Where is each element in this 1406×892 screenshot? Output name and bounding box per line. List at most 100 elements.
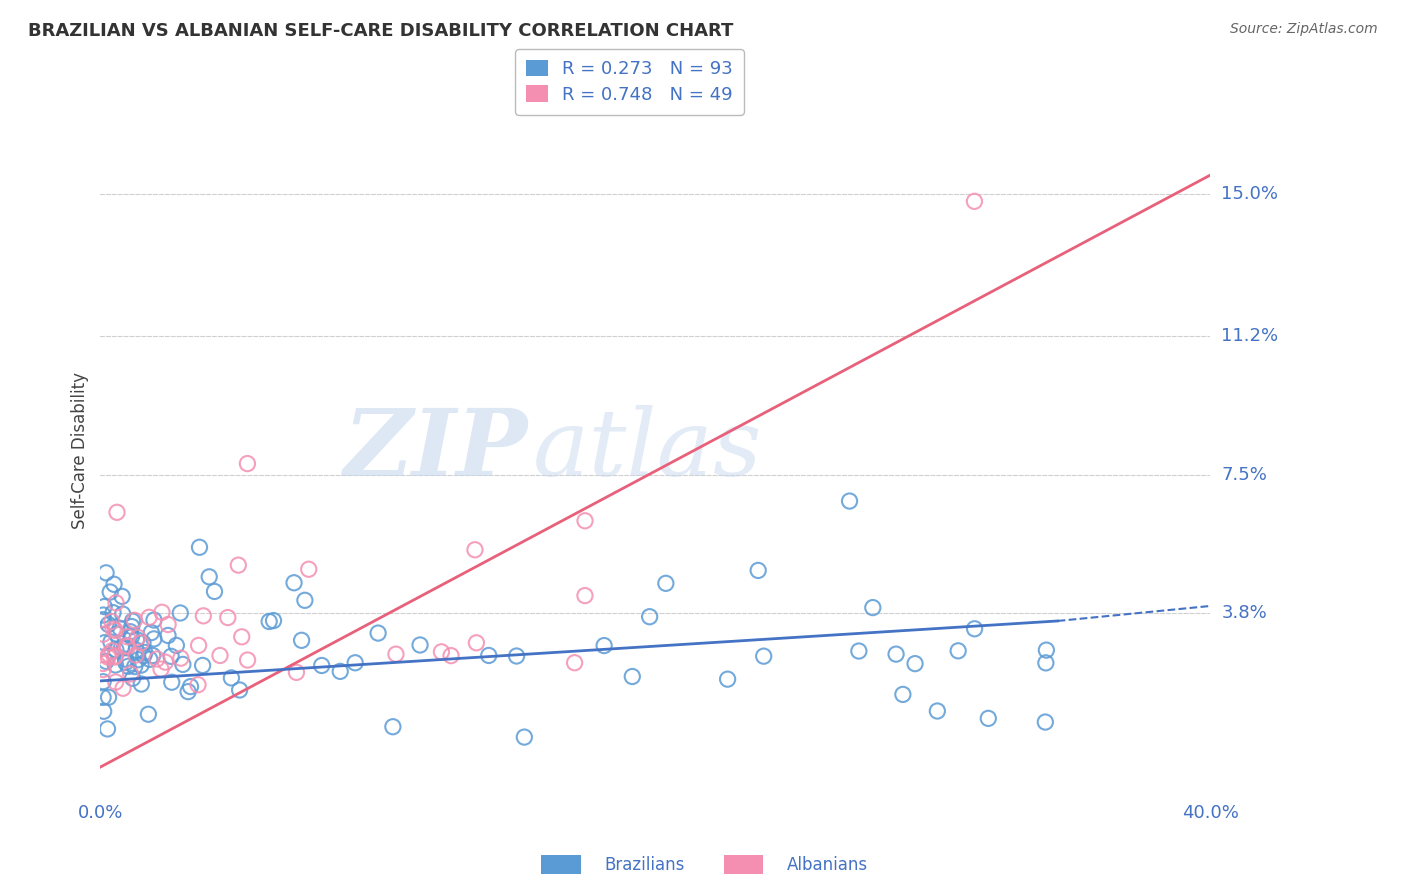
Point — [187, 639, 209, 653]
Point — [170, 651, 193, 665]
Point — [848, 644, 870, 658]
Point — [111, 590, 134, 604]
Point — [208, 648, 231, 663]
Point — [124, 659, 146, 673]
Point — [104, 675, 127, 690]
Point — [141, 625, 163, 640]
Point — [93, 599, 115, 614]
Point — [105, 596, 128, 610]
Point — [752, 649, 775, 664]
Point — [94, 654, 117, 668]
Point — [114, 640, 136, 655]
Point — [143, 613, 166, 627]
Text: 0.0%: 0.0% — [77, 804, 124, 822]
Point — [91, 690, 114, 705]
Point — [1035, 643, 1057, 657]
Point — [103, 650, 125, 665]
Point — [100, 635, 122, 649]
Point — [157, 628, 180, 642]
Point — [117, 630, 139, 644]
Point — [655, 576, 678, 591]
Point — [838, 494, 860, 508]
Point — [91, 663, 114, 677]
Point — [125, 648, 148, 662]
Point — [891, 687, 914, 701]
Point — [621, 669, 644, 683]
Point — [165, 639, 187, 653]
Point — [904, 657, 927, 671]
Point — [115, 639, 138, 653]
Point — [142, 648, 165, 663]
Point — [104, 642, 127, 657]
Point — [191, 658, 214, 673]
Point — [593, 639, 616, 653]
Point — [103, 577, 125, 591]
Point — [505, 648, 527, 663]
Point — [385, 647, 408, 661]
Point — [638, 609, 661, 624]
Point — [564, 656, 586, 670]
Point — [160, 675, 183, 690]
Point — [97, 650, 120, 665]
Point — [91, 613, 114, 627]
Text: 7.5%: 7.5% — [1222, 466, 1267, 483]
Point — [169, 606, 191, 620]
Point — [963, 194, 986, 209]
Point — [440, 648, 463, 663]
Point — [160, 649, 183, 664]
Point — [294, 593, 316, 607]
Point — [513, 730, 536, 744]
Point — [101, 622, 124, 636]
Point — [150, 662, 173, 676]
Point — [104, 648, 127, 663]
Point — [98, 585, 121, 599]
Point — [177, 684, 200, 698]
Y-axis label: Self-Care Disability: Self-Care Disability — [72, 372, 89, 529]
Point — [127, 631, 149, 645]
Point — [104, 658, 127, 673]
Point — [231, 630, 253, 644]
Point — [105, 627, 128, 641]
Point — [110, 621, 132, 635]
Point — [138, 610, 160, 624]
Point — [101, 606, 124, 620]
Point — [111, 640, 134, 655]
Point — [172, 657, 194, 672]
Point — [150, 605, 173, 619]
Point — [121, 630, 143, 644]
Point — [94, 566, 117, 580]
Point — [114, 656, 136, 670]
Point — [97, 617, 120, 632]
Point — [381, 720, 404, 734]
Point — [217, 610, 239, 624]
Point — [93, 704, 115, 718]
Point — [311, 658, 333, 673]
Point — [129, 658, 152, 673]
Point — [129, 636, 152, 650]
Point — [120, 667, 142, 681]
Point — [236, 653, 259, 667]
Point — [112, 681, 135, 696]
Point — [101, 615, 124, 629]
Point — [946, 644, 969, 658]
Point — [131, 677, 153, 691]
Point — [155, 655, 177, 669]
Text: Brazilians: Brazilians — [605, 856, 685, 874]
Point — [221, 671, 243, 685]
Point — [117, 659, 139, 673]
Point — [409, 638, 432, 652]
Point — [101, 644, 124, 658]
Point — [97, 690, 120, 705]
Point — [157, 617, 180, 632]
Point — [127, 653, 149, 667]
Point — [121, 619, 143, 633]
Point — [1035, 656, 1057, 670]
Point — [204, 584, 226, 599]
Point — [93, 636, 115, 650]
Point — [862, 600, 884, 615]
Point — [91, 608, 114, 623]
Point — [430, 645, 453, 659]
Point — [574, 514, 596, 528]
Point — [464, 542, 486, 557]
Text: atlas: atlas — [533, 406, 762, 495]
